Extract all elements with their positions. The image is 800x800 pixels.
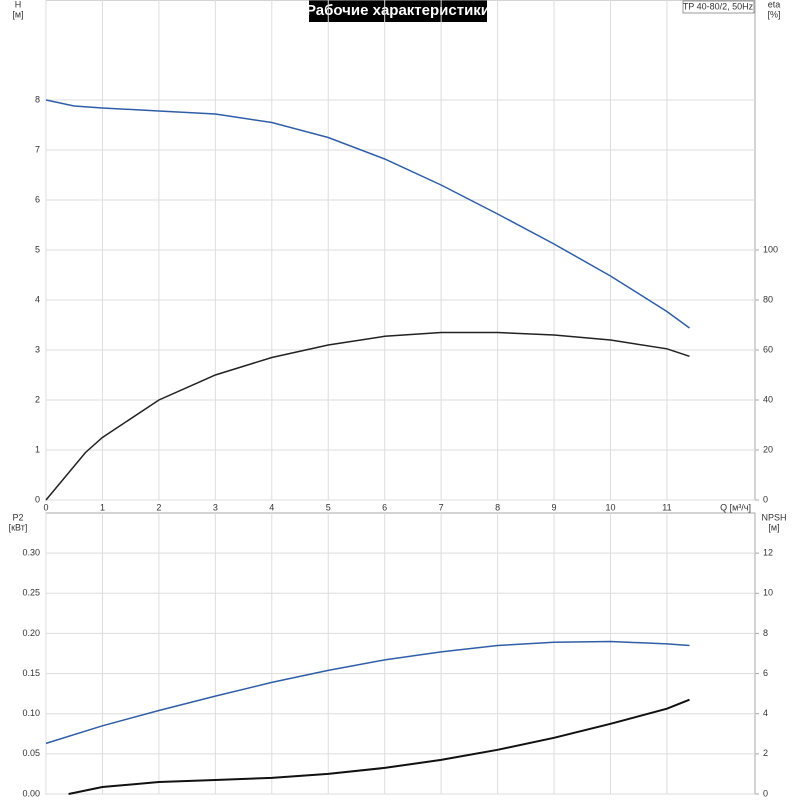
y-axis-unit: [м]: [12, 9, 23, 19]
series-line: [45, 331, 690, 501]
y2-tick-label: 60: [763, 344, 773, 354]
x-tick-label: 4: [269, 502, 274, 512]
x-tick-label: 9: [552, 502, 557, 512]
y-tick-label: 5: [35, 244, 40, 254]
y2-tick-label: 20: [763, 444, 773, 454]
y2-axis-label: eta: [768, 0, 781, 9]
y2-axis-label: NPSH: [761, 512, 786, 522]
y2-axis-unit: [м]: [768, 522, 779, 532]
y-tick-label: 0.25: [22, 588, 40, 598]
y2-tick-label: 4: [763, 708, 768, 718]
x-axis-label: Q [м³/ч]: [720, 502, 751, 512]
y-tick-label: 7: [35, 144, 40, 154]
y-tick-label: 0.10: [22, 708, 40, 718]
series-line: [45, 640, 690, 745]
x-tick-label: 11: [662, 502, 671, 512]
y-tick-label: 0.05: [22, 748, 40, 758]
y2-tick-label: 0: [763, 788, 768, 798]
x-tick-label: 1: [100, 502, 105, 512]
x-tick-label: 2: [156, 502, 161, 512]
y-tick-label: 0.00: [22, 788, 40, 798]
y-tick-label: 2: [35, 394, 40, 404]
y-axis-label: H: [15, 0, 22, 9]
y-tick-label: 1: [35, 444, 40, 454]
y2-tick-label: 40: [763, 394, 773, 404]
x-tick-label: 6: [382, 502, 387, 512]
x-tick-label: 3: [213, 502, 218, 512]
y2-axis-unit: [%]: [767, 9, 780, 19]
y2-tick-label: 2: [763, 748, 768, 758]
y2-tick-label: 100: [763, 244, 778, 254]
model-box: [682, 0, 755, 14]
y-tick-label: 0: [35, 494, 40, 504]
x-tick-label: 0: [43, 502, 48, 512]
y-axis-unit: [кВт]: [9, 522, 28, 532]
x-tick-label: 10: [605, 502, 615, 512]
y-tick-label: 0.30: [22, 548, 40, 558]
y-axis-label: P2: [12, 512, 23, 522]
y2-tick-label: 0: [763, 494, 768, 504]
model-label: TP 40-80/2, 50Hz: [683, 1, 754, 11]
y-tick-label: 8: [35, 94, 40, 104]
y2-tick-label: 6: [763, 668, 768, 678]
y-tick-label: 0.20: [22, 628, 40, 638]
y-tick-label: 6: [35, 194, 40, 204]
y2-tick-label: 12: [763, 548, 773, 558]
plot-area: [45, 512, 756, 795]
y2-tick-label: 80: [763, 294, 773, 304]
y-tick-label: 4: [35, 294, 40, 304]
chart-title: Рабочие характеристики: [306, 2, 490, 19]
title-box: [309, 0, 487, 22]
y-tick-label: 3: [35, 344, 40, 354]
series-line: [68, 698, 690, 795]
x-tick-label: 7: [439, 502, 444, 512]
y2-tick-label: 10: [763, 588, 773, 598]
y-tick-label: 0.15: [22, 668, 40, 678]
x-tick-label: 5: [326, 502, 331, 512]
x-tick-label: 8: [495, 502, 500, 512]
y2-tick-label: 8: [763, 628, 768, 638]
series-line: [45, 99, 690, 329]
